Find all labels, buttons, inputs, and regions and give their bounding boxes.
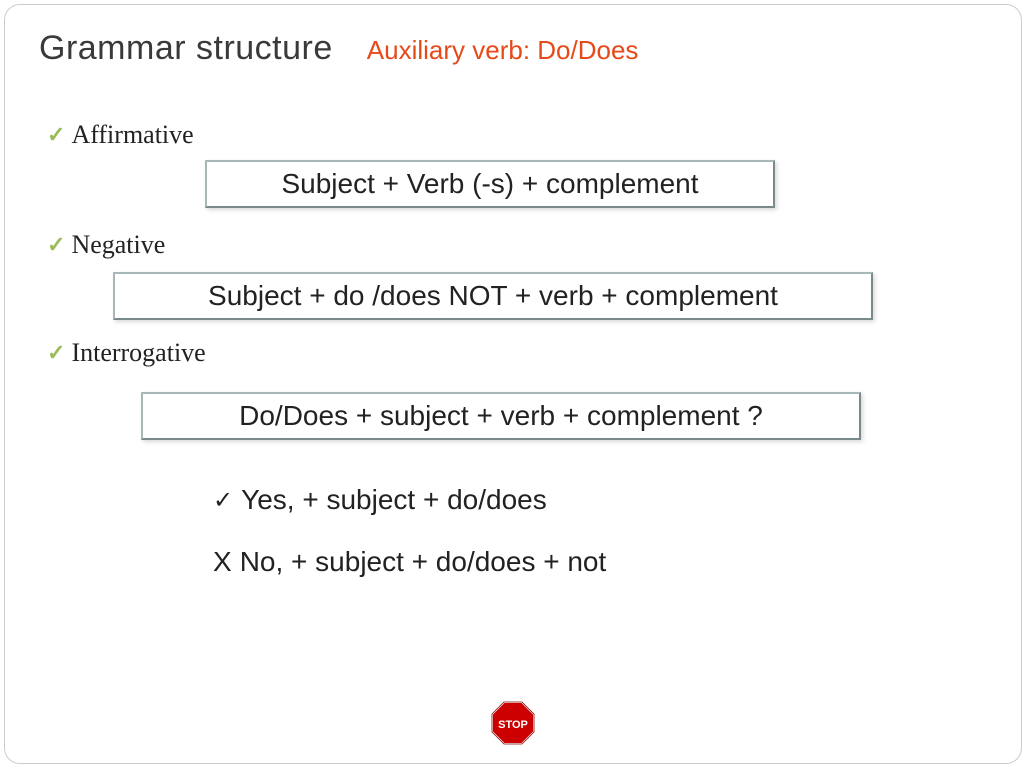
answer-yes: Yes, + subject + do/does <box>241 484 547 516</box>
answer-no-line: X No, + subject + do/does + not <box>213 546 1021 578</box>
cross-icon: X <box>213 546 232 578</box>
check-icon: ✓ <box>47 232 65 258</box>
section-interrogative: ✓ Interrogative <box>5 338 1021 368</box>
negative-label: Negative <box>71 230 165 260</box>
formula-interrogative: Do/Does + subject + verb + complement ? <box>141 392 861 440</box>
answer-yes-line: ✓ Yes, + subject + do/does <box>213 484 1021 516</box>
formula-affirmative: Subject + Verb (-s) + complement <box>205 160 775 208</box>
check-icon: ✓ <box>213 486 233 515</box>
interrogative-label: Interrogative <box>71 338 205 368</box>
slide-frame: Grammar structure Auxiliary verb: Do/Doe… <box>4 4 1022 764</box>
formula-negative: Subject + do /does NOT + verb + compleme… <box>113 272 873 320</box>
stop-label: STOP <box>498 719 528 731</box>
slide-subtitle: Auxiliary verb: Do/Does <box>367 35 639 66</box>
check-icon: ✓ <box>47 340 65 366</box>
short-answers: ✓ Yes, + subject + do/does X No, + subje… <box>5 484 1021 578</box>
slide-title: Grammar structure <box>39 29 333 68</box>
section-affirmative: ✓ Affirmative <box>5 120 1021 150</box>
affirmative-label: Affirmative <box>71 120 193 150</box>
answer-no: No, + subject + do/does + not <box>240 546 607 578</box>
check-icon: ✓ <box>47 122 65 148</box>
stop-sign-icon: STOP <box>490 700 536 751</box>
section-negative: ✓ Negative <box>5 230 1021 260</box>
title-row: Grammar structure Auxiliary verb: Do/Doe… <box>5 29 1021 68</box>
